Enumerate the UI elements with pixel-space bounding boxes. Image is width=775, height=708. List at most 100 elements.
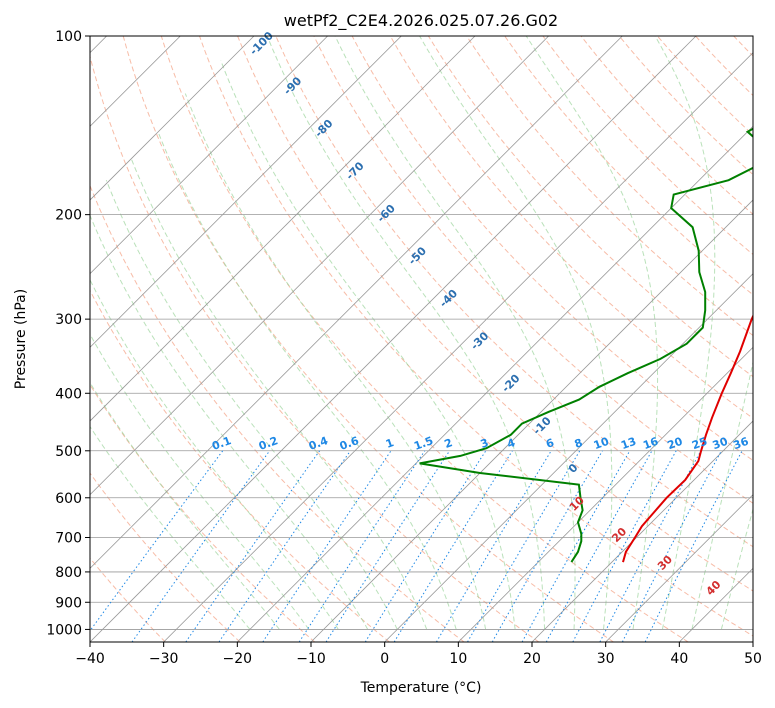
isotherm — [90, 36, 328, 275]
dry-adiabat — [351, 36, 753, 462]
y-tick-label: 1000 — [46, 622, 82, 638]
mixing-ratio-label: 36 — [732, 435, 751, 453]
x-tick-label: 10 — [449, 651, 467, 667]
mixing-ratio-line — [262, 450, 392, 642]
x-tick-label: −20 — [223, 651, 253, 667]
y-tick-label: 300 — [55, 312, 82, 328]
isotherm — [90, 36, 476, 422]
isotherm — [90, 36, 402, 348]
dry-adiabat — [313, 36, 753, 504]
isotherm — [679, 567, 753, 642]
isotherm — [310, 199, 753, 642]
mixing-ratio-label: 2 — [443, 436, 455, 451]
y-tick-label: 900 — [55, 595, 82, 611]
y-tick-label: 400 — [55, 386, 82, 402]
y-tick-label: 500 — [55, 444, 82, 460]
x-tick-label: 50 — [744, 651, 762, 667]
dry-adiabat — [657, 36, 753, 136]
dry-adiabat — [466, 36, 753, 337]
mixing-ratio-line — [644, 450, 743, 642]
mixing-ratio-label: 3 — [479, 436, 491, 451]
moist-adiabat — [525, 36, 659, 630]
mixing-ratio-label: 1.5 — [412, 434, 435, 453]
moist-adiabat — [266, 36, 546, 630]
mixing-ratio-line — [621, 450, 722, 642]
dry-adiabat-label: -100 — [247, 29, 276, 58]
dry-adiabat — [90, 383, 316, 642]
isotherm — [458, 346, 753, 642]
y-tick-label: 200 — [55, 208, 82, 224]
y-tick-label: 800 — [55, 565, 82, 581]
mixing-ratio-label: 1 — [384, 436, 396, 451]
moist-adiabat — [334, 36, 576, 630]
moist-adiabat — [157, 131, 457, 630]
dry-adiabat — [427, 36, 753, 378]
moist-adiabat — [90, 381, 280, 630]
mixing-ratio-line — [325, 450, 451, 642]
isotherm — [752, 641, 753, 642]
x-tick-label: −10 — [296, 651, 326, 667]
dry-adiabat — [237, 36, 753, 592]
temperature-profile — [622, 313, 753, 563]
isotherm — [384, 273, 753, 642]
x-tick-label: 40 — [670, 651, 688, 667]
grid-layer — [90, 36, 753, 642]
mixing-ratio-line — [298, 450, 426, 642]
moist-adiabat — [419, 36, 613, 630]
dry-adiabat — [580, 36, 753, 215]
dry-adiabat-label: -30 — [468, 329, 491, 352]
x-tick-label: −40 — [75, 651, 105, 667]
moist-adiabat — [720, 507, 753, 630]
moist-adiabat — [105, 180, 398, 630]
mixing-ratio-line — [90, 450, 224, 632]
x-tick-label: 0 — [380, 651, 389, 667]
moist-adiabat — [654, 36, 716, 630]
dry-adiabat-label: -70 — [343, 159, 366, 182]
dry-adiabat — [275, 36, 753, 548]
mixing-ratio-label: 6 — [544, 436, 556, 451]
moist-adiabat-label: 30 — [655, 553, 675, 573]
mixing-ratio-line — [364, 450, 487, 642]
isotherm — [531, 420, 753, 642]
dry-adiabat — [122, 36, 614, 642]
mixing-ratio-label: 8 — [573, 436, 585, 451]
dry-adiabat — [90, 472, 241, 642]
x-tick-label: 20 — [523, 651, 541, 667]
mixing-ratio-label: 0.1 — [210, 434, 233, 453]
moist-adiabat — [691, 360, 753, 630]
y-axis-label: Pressure (hPa) — [13, 289, 29, 389]
moist-adiabat — [90, 278, 339, 630]
dry-adiabat — [90, 184, 465, 642]
isotherm — [605, 494, 753, 642]
dry-adiabat-label: -60 — [375, 202, 398, 225]
dewpoint-profile — [419, 127, 753, 563]
moist-adiabat — [90, 425, 251, 630]
mixing-ratio-label: 0.4 — [307, 434, 330, 453]
isotherm — [237, 125, 753, 642]
mixing-ratio-line — [599, 450, 702, 642]
mixing-ratio-label: 25 — [690, 435, 709, 452]
dry-adiabat — [160, 36, 689, 642]
dry-adiabat — [90, 54, 540, 642]
dry-adiabat — [733, 36, 753, 57]
dry-adiabat — [90, 557, 166, 642]
mixing-ratio-line — [521, 450, 631, 642]
mixing-ratio-line — [545, 450, 653, 642]
y-tick-label: 700 — [55, 531, 82, 547]
moist-adiabat — [220, 60, 516, 630]
background-line-labels: 0.1 0.2 0.4 0.6 1 1.5 2 3 4 6 8 10 13 16 20 25 30 36-100-… — [210, 29, 750, 598]
dry-adiabat-label: -20 — [499, 372, 522, 395]
mixing-ratio-label: 0.2 — [257, 434, 280, 453]
isotherm — [90, 36, 255, 201]
x-axis-label: Temperature (°C) — [360, 680, 482, 696]
mixing-ratio-line — [435, 450, 552, 642]
moist-adiabat — [90, 333, 310, 630]
dry-adiabat — [504, 36, 753, 296]
isotherm — [90, 36, 623, 569]
mixing-ratio-label: 13 — [619, 435, 638, 452]
mixing-ratio-line — [131, 450, 271, 642]
data-layer — [419, 127, 753, 563]
isotherm — [163, 52, 753, 642]
dry-adiabat-label: -50 — [406, 244, 429, 267]
